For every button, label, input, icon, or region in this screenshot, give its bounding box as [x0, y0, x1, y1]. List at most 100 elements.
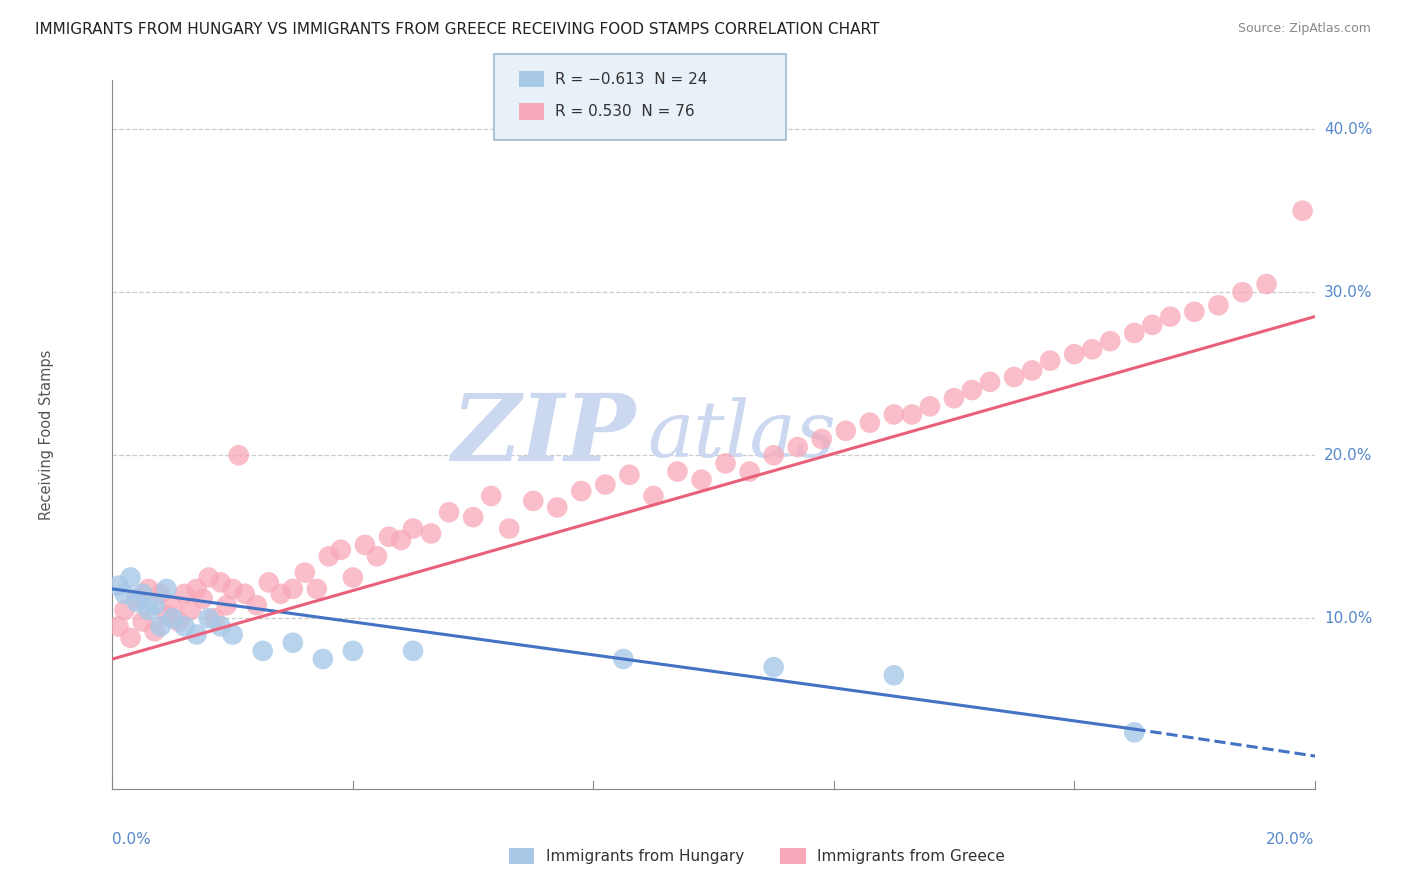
Point: [619, 467, 641, 482]
Point: [1256, 277, 1278, 291]
Point: [595, 477, 617, 491]
Point: [125, 595, 148, 609]
Point: [1123, 326, 1146, 340]
Point: [209, 619, 232, 633]
Point: [342, 644, 364, 658]
Point: [1021, 363, 1043, 377]
Point: [125, 591, 148, 606]
Point: [901, 408, 924, 422]
Point: [1232, 285, 1254, 300]
Point: [270, 587, 292, 601]
Point: [149, 587, 172, 601]
Point: [1063, 347, 1085, 361]
Point: [402, 522, 425, 536]
Point: [1291, 203, 1313, 218]
Text: IMMIGRANTS FROM HUNGARY VS IMMIGRANTS FROM GREECE RECEIVING FOOD STAMPS CORRELAT: IMMIGRANTS FROM HUNGARY VS IMMIGRANTS FR…: [35, 22, 880, 37]
Point: [960, 383, 983, 397]
Point: [197, 611, 219, 625]
Point: [155, 607, 177, 622]
Point: [883, 408, 905, 422]
Text: atlas: atlas: [647, 397, 837, 473]
Point: [329, 542, 352, 557]
Point: [246, 598, 269, 612]
Point: [143, 598, 166, 612]
Text: 30.0%: 30.0%: [1324, 285, 1372, 300]
Point: [120, 631, 142, 645]
Point: [1123, 725, 1146, 739]
Point: [883, 668, 905, 682]
Point: [354, 538, 377, 552]
Point: [420, 526, 443, 541]
Point: [252, 644, 274, 658]
Point: [173, 587, 195, 601]
Point: [786, 440, 808, 454]
Point: [479, 489, 502, 503]
Text: Source: ZipAtlas.com: Source: ZipAtlas.com: [1237, 22, 1371, 36]
Point: [138, 603, 160, 617]
Point: [281, 636, 304, 650]
Point: [1208, 298, 1230, 312]
Point: [281, 582, 304, 596]
Point: [209, 575, 232, 590]
Point: [389, 533, 412, 547]
Point: [1159, 310, 1181, 324]
Point: [366, 549, 388, 564]
Text: R = −0.613  N = 24: R = −0.613 N = 24: [555, 72, 707, 87]
Point: [149, 619, 172, 633]
Point: [162, 611, 184, 625]
Point: [461, 510, 484, 524]
Point: [690, 473, 713, 487]
Point: [859, 416, 882, 430]
Point: [167, 615, 190, 629]
Text: Immigrants from Hungary: Immigrants from Hungary: [546, 849, 744, 863]
Point: [1142, 318, 1164, 332]
Point: [762, 660, 785, 674]
Point: [162, 598, 184, 612]
Point: [114, 603, 136, 617]
Point: [714, 456, 737, 470]
Point: [294, 566, 316, 580]
Point: [107, 579, 129, 593]
Point: [342, 570, 364, 584]
Point: [114, 587, 136, 601]
Point: [810, 432, 832, 446]
Point: [979, 375, 1001, 389]
Point: [918, 400, 941, 414]
Point: [222, 582, 245, 596]
Point: [143, 624, 166, 639]
Point: [186, 627, 208, 641]
Point: [107, 619, 129, 633]
Point: [155, 582, 177, 596]
Text: 20.0%: 20.0%: [1267, 832, 1315, 847]
Point: [546, 500, 568, 515]
Point: [191, 591, 214, 606]
Point: [738, 465, 761, 479]
Point: [437, 505, 460, 519]
Point: [1002, 370, 1025, 384]
Point: [1099, 334, 1122, 348]
Text: Immigrants from Greece: Immigrants from Greece: [817, 849, 1005, 863]
Point: [138, 582, 160, 596]
Point: [305, 582, 328, 596]
Point: [131, 587, 153, 601]
Point: [666, 465, 689, 479]
Point: [131, 615, 153, 629]
Point: [612, 652, 634, 666]
Text: Receiving Food Stamps: Receiving Food Stamps: [39, 350, 53, 520]
Point: [215, 598, 238, 612]
Point: [257, 575, 280, 590]
Point: [173, 619, 195, 633]
Point: [1081, 343, 1104, 357]
Point: [197, 570, 219, 584]
Text: R = 0.530  N = 76: R = 0.530 N = 76: [555, 104, 695, 119]
Text: ZIP: ZIP: [451, 390, 636, 480]
Point: [402, 644, 425, 658]
Point: [1184, 305, 1206, 319]
Point: [312, 652, 335, 666]
Point: [318, 549, 340, 564]
Point: [522, 494, 544, 508]
Point: [120, 570, 142, 584]
Text: 40.0%: 40.0%: [1324, 121, 1372, 136]
Point: [186, 582, 208, 596]
Point: [498, 522, 520, 536]
